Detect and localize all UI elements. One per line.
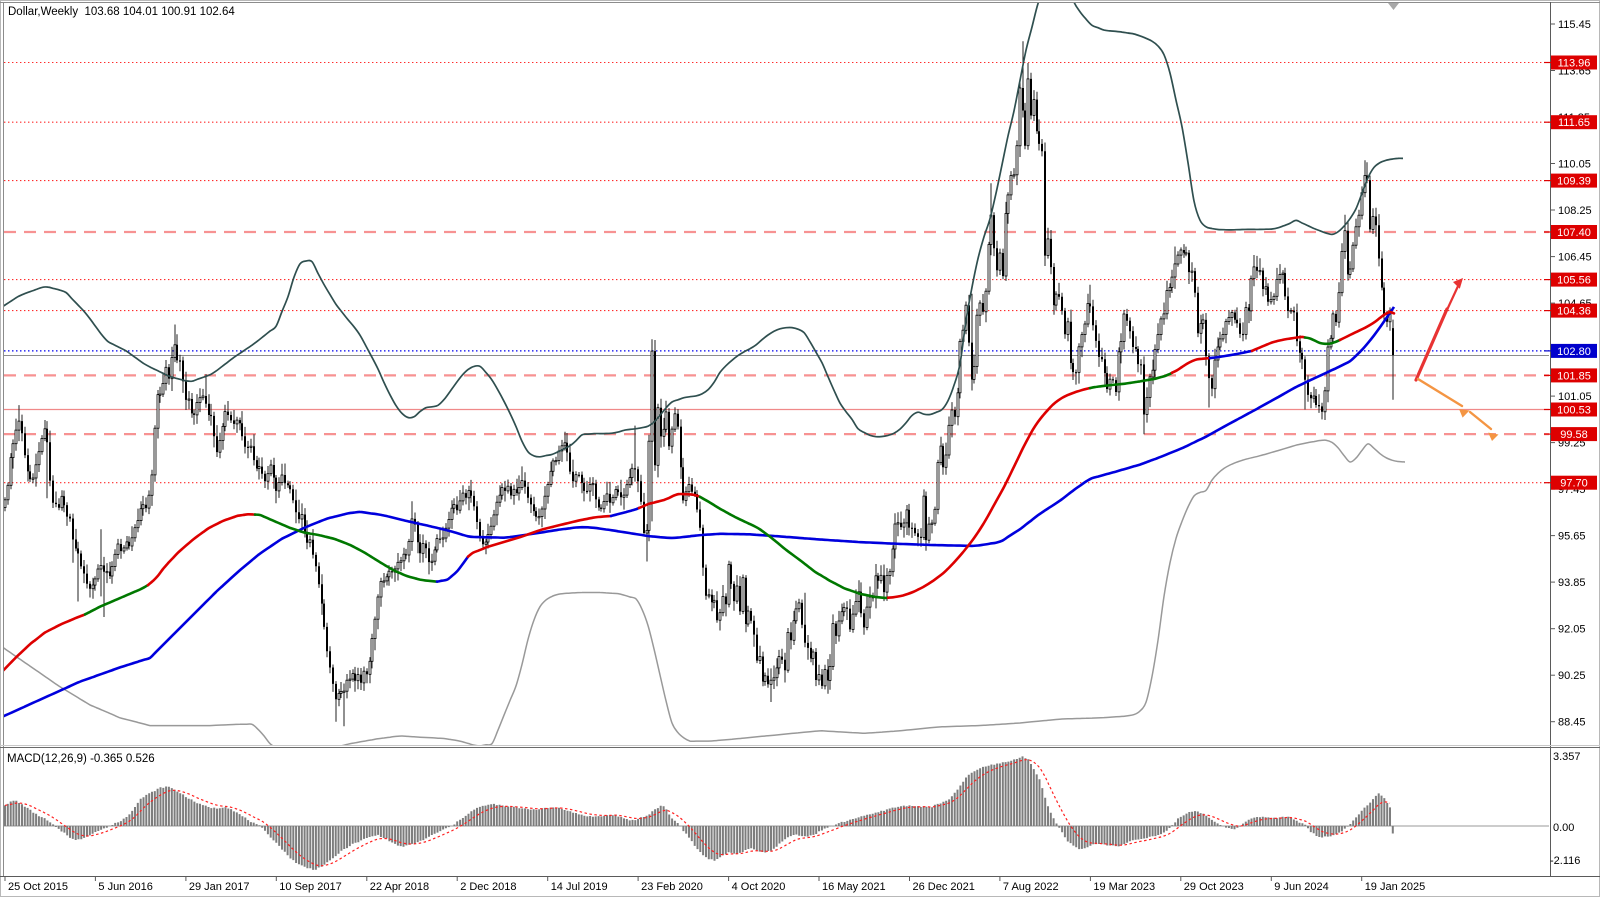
- svg-text:26 Dec 2021: 26 Dec 2021: [913, 881, 975, 893]
- svg-text:29 Jan 2017: 29 Jan 2017: [189, 881, 250, 893]
- svg-text:108.25: 108.25: [1558, 205, 1592, 217]
- svg-text:92.05: 92.05: [1558, 624, 1586, 636]
- svg-text:109.39: 109.39: [1557, 176, 1591, 188]
- svg-text:-2.116: -2.116: [1550, 855, 1580, 867]
- svg-text:93.85: 93.85: [1558, 577, 1586, 589]
- svg-text:105.56: 105.56: [1557, 275, 1591, 287]
- svg-text:115.45: 115.45: [1558, 19, 1591, 31]
- svg-text:MACD(12,26,9) -0.365 0.526: MACD(12,26,9) -0.365 0.526: [7, 753, 155, 765]
- svg-text:100.53: 100.53: [1557, 405, 1591, 417]
- svg-text:19 Mar 2023: 19 Mar 2023: [1093, 881, 1155, 893]
- svg-text:16 May 2021: 16 May 2021: [822, 881, 886, 893]
- svg-text:113.96: 113.96: [1558, 58, 1591, 70]
- svg-text:25 Oct 2015: 25 Oct 2015: [8, 881, 68, 893]
- svg-text:111.65: 111.65: [1558, 117, 1590, 129]
- svg-text:10 Sep 2017: 10 Sep 2017: [279, 881, 341, 893]
- svg-text:110.05: 110.05: [1558, 159, 1591, 171]
- svg-text:2 Dec 2018: 2 Dec 2018: [460, 881, 516, 893]
- svg-text:9 Jun 2024: 9 Jun 2024: [1274, 881, 1328, 893]
- svg-text:95.65: 95.65: [1558, 531, 1586, 543]
- svg-text:90.25: 90.25: [1558, 670, 1586, 682]
- svg-text:88.45: 88.45: [1558, 717, 1586, 729]
- svg-text:Dollar,Weekly 103.68 104.01 1: Dollar,Weekly 103.68 104.01 100.91 102.6…: [8, 6, 235, 18]
- svg-text:14 Jul 2019: 14 Jul 2019: [551, 881, 608, 893]
- svg-text:101.05: 101.05: [1558, 391, 1592, 403]
- svg-text:102.80: 102.80: [1557, 346, 1591, 358]
- svg-text:101.85: 101.85: [1557, 370, 1591, 382]
- svg-text:99.58: 99.58: [1560, 429, 1588, 441]
- svg-text:106.45: 106.45: [1558, 252, 1592, 264]
- svg-text:22 Apr 2018: 22 Apr 2018: [370, 881, 429, 893]
- svg-text:104.36: 104.36: [1557, 306, 1591, 318]
- svg-text:19 Jan 2025: 19 Jan 2025: [1365, 881, 1426, 893]
- svg-text:29 Oct 2023: 29 Oct 2023: [1184, 881, 1244, 893]
- svg-text:5 Jun 2016: 5 Jun 2016: [98, 881, 152, 893]
- svg-text:4 Oct 2020: 4 Oct 2020: [732, 881, 786, 893]
- svg-text:97.70: 97.70: [1560, 478, 1588, 490]
- svg-text:0.00: 0.00: [1553, 822, 1574, 834]
- svg-text:23 Feb 2020: 23 Feb 2020: [641, 881, 703, 893]
- svg-text:107.40: 107.40: [1557, 227, 1591, 239]
- svg-text:3.357: 3.357: [1553, 751, 1581, 763]
- svg-text:7 Aug 2022: 7 Aug 2022: [1003, 881, 1059, 893]
